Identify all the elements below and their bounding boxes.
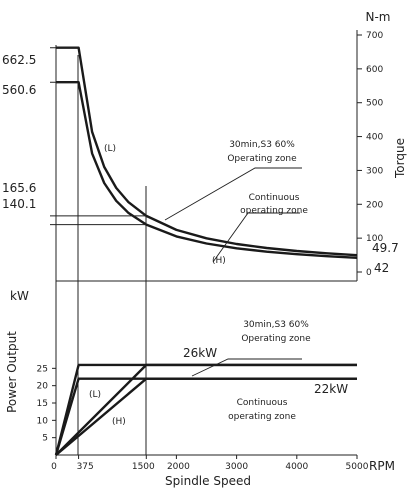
- speed-axis-label: Spindle Speed: [165, 474, 251, 488]
- power-s3-zone-line2: Operating zone: [241, 334, 311, 344]
- torque-curve-label-h: (H): [212, 256, 226, 266]
- power-cont-zone-line2: operating zone: [228, 412, 296, 422]
- torque-tick-label-500: 500: [366, 99, 383, 109]
- power-tick-label-15: 15: [37, 399, 48, 409]
- torque-tick-label-200: 200: [366, 200, 383, 210]
- torque-cont-zone-line1: Continuous: [249, 193, 300, 203]
- speed-tick-label-4000: 4000: [285, 462, 308, 472]
- value-42: 42: [374, 261, 389, 275]
- leader-power-s3: [191, 358, 302, 377]
- speed-tick-label-375: 375: [77, 462, 94, 472]
- value-49-7: 49.7: [372, 241, 399, 255]
- torque-tick-label-600: 600: [366, 65, 383, 75]
- torque-tick-label-700: 700: [366, 31, 383, 41]
- value-662-5: 662.5: [2, 53, 36, 67]
- power-label-22kw: 22kW: [314, 382, 348, 396]
- speed-unit: RPM: [369, 459, 395, 473]
- torque-unit: N-m: [366, 10, 391, 24]
- power-label-26kw: 26kW: [183, 346, 217, 360]
- speed-tick-label-1500: 1500: [132, 462, 155, 472]
- power-s3-zone-line1: 30min,S3 60%: [243, 320, 309, 330]
- power-axis-label: Power Output: [5, 331, 19, 413]
- torque-tick-label-300: 300: [366, 166, 383, 176]
- torque-tick-label-0: 0: [366, 268, 372, 278]
- power-tick-label-25: 25: [37, 364, 48, 374]
- leader-torque-cont: [212, 212, 300, 263]
- torque-tick-label-100: 100: [366, 234, 383, 244]
- torque-s3-zone-line2: Operating zone: [227, 154, 297, 164]
- torque-s3-zone-line1: 30min,S3 60%: [229, 140, 295, 150]
- torque-curve-label-l: (L): [104, 144, 116, 154]
- speed-tick-label-0: 0: [51, 462, 57, 472]
- torque-cont-zone-line2: operating zone: [240, 206, 308, 216]
- power-tick-label-10: 10: [37, 416, 49, 426]
- torque-curve-l: [56, 46, 358, 257]
- leader-torque-s3: [164, 167, 302, 221]
- value-560-6: 560.6: [2, 83, 36, 97]
- power-curve-label-h: (H): [112, 417, 126, 427]
- torque-curve-h: [56, 81, 358, 259]
- speed-tick-label-5000: 5000: [346, 462, 369, 472]
- value-165-6: 165.6: [2, 181, 36, 195]
- power-curve-label-l: (L): [89, 390, 101, 400]
- power-unit: kW: [10, 289, 29, 303]
- value-140-1: 140.1: [2, 197, 36, 211]
- torque-axis-label: Torque: [393, 138, 407, 179]
- torque-tick-label-400: 400: [366, 133, 383, 143]
- power-tick-label-20: 20: [37, 382, 49, 392]
- power-curve-h-2: [55, 363, 357, 456]
- speed-tick-label-3000: 3000: [225, 462, 248, 472]
- power-curve-h-3: [55, 377, 357, 456]
- power-cont-zone-line1: Continuous: [237, 398, 288, 408]
- speed-tick-label-2000: 2000: [167, 462, 190, 472]
- power-tick-label-5: 5: [42, 434, 48, 444]
